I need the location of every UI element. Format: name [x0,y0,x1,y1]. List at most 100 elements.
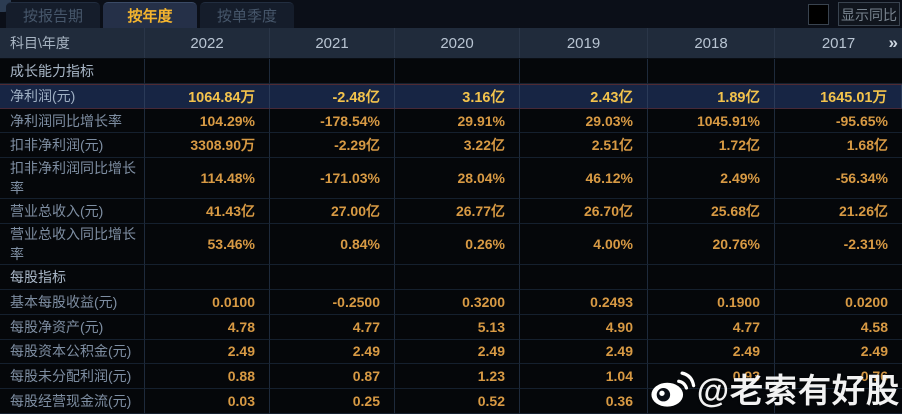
value-cell: 0.88 [145,364,270,390]
value-cell [520,59,648,84]
value-cell [270,59,395,84]
tab-by-single-quarter[interactable]: 按单季度 [200,2,294,28]
value-cell: 1064.84万 [145,83,270,109]
value-cell: -2.31% [775,224,902,266]
value-cell: -178.54% [270,108,395,134]
table-row[interactable]: 净利润(元) 1064.84万 -2.48亿 3.16亿 2.43亿 1.89亿 1645.… [0,83,902,109]
table-row[interactable]: 每股经营现金流(元) 0.03 0.25 0.52 0.36 [0,389,902,414]
value-cell: 28.04% [395,158,520,200]
value-cell: -95.65% [775,109,902,134]
row-label: 扣非净利润(元) [0,133,145,159]
value-cell: -171.03% [270,158,395,200]
value-cell: 0.25 [270,389,395,414]
table-row[interactable]: 每股净资产(元) 4.78 4.77 5.13 4.90 4.77 4.58 [0,314,902,340]
value-cell: 2.49 [775,340,902,365]
value-cell: 1045.91% [648,108,775,134]
value-cell: 0.84% [270,224,395,266]
header-year-2019[interactable]: 2019 [520,28,648,58]
value-cell [648,59,775,84]
value-cell: 5.13 [395,314,520,340]
value-cell: 1.89亿 [648,83,775,109]
header-year-2021[interactable]: 2021 [270,28,395,58]
row-label: 净利润同比增长率 [0,108,145,134]
value-cell: 20.76% [648,224,775,266]
tab-bar: 按报告期 按年度 按单季度 显示同比 [0,0,902,28]
header-year-2018[interactable]: 2018 [648,28,775,58]
row-label: 扣非净利润同比增长率 [0,158,145,200]
value-cell: 4.58 [775,315,902,340]
value-cell: 3.16亿 [395,83,520,109]
value-cell: 0.0100 [145,289,270,315]
value-cell: 26.70亿 [520,199,648,225]
header-year-2022[interactable]: 2022 [145,28,270,58]
row-label: 成长能力指标 [0,59,145,84]
value-cell: 0.76 [775,364,902,390]
value-cell: 114.48% [145,158,270,200]
value-cell: -2.29亿 [270,133,395,159]
table-row[interactable]: 基本每股收益(元) 0.0100 -0.2500 0.3200 0.2493 0.1900… [0,289,902,315]
show-yoy-checkbox[interactable] [808,3,829,25]
value-cell: 53.46% [145,224,270,266]
value-cell: 2.49 [145,339,270,365]
value-cell: 0.87 [270,364,395,390]
more-years-chevron-icon[interactable]: » [888,33,899,52]
financial-table: 科目\年度 2022 2021 2020 2019 2018 2017 » 成长… [0,28,902,414]
row-label: 每股净资产(元) [0,314,145,340]
value-cell [775,59,902,84]
header-year-2017[interactable]: 2017 » [775,28,902,58]
header-year-2020[interactable]: 2020 [395,28,520,58]
value-cell [775,265,902,290]
value-cell: -2.48亿 [270,83,395,109]
row-label: 净利润(元) [0,83,145,109]
value-cell: 2.49 [270,339,395,365]
table-row[interactable]: 营业总收入同比增长率 53.46% 0.84% 0.26% 4.00% 20.76% -2.… [0,224,902,266]
value-cell: 27.00亿 [270,199,395,225]
value-cell [648,265,775,290]
value-cell: 1.68亿 [775,133,902,159]
value-cell: 25.68亿 [648,199,775,225]
table-row[interactable]: 扣非净利润同比增长率 114.48% -171.03% 28.04% 46.12% 2.4… [0,158,902,200]
value-cell [775,389,902,414]
corner-fragment [0,0,11,12]
table-row[interactable]: 每股未分配利润(元) 0.88 0.87 1.23 1.04 0.93 0.76 [0,364,902,390]
value-cell [648,389,775,414]
table-row[interactable]: 净利润同比增长率 104.29% -178.54% 29.91% 29.03% 1045.… [0,108,902,134]
value-cell: 0.1900 [648,289,775,315]
value-cell: -0.2500 [270,289,395,315]
value-cell [520,265,648,290]
value-cell: 2.49% [648,158,775,200]
row-label: 每股资本公积金(元) [0,339,145,365]
value-cell: 29.03% [520,108,648,134]
value-cell: 1.23 [395,364,520,390]
row-label: 营业总收入同比增长率 [0,224,145,266]
value-cell: 0.93 [648,364,775,390]
value-cell: 0.03 [145,389,270,414]
table-row[interactable]: 营业总收入(元) 41.43亿 27.00亿 26.77亿 26.70亿 25.68亿 21… [0,199,902,225]
value-cell: 0.3200 [395,289,520,315]
value-cell: 2.51亿 [520,133,648,159]
table-header-row: 科目\年度 2022 2021 2020 2019 2018 2017 » [0,28,902,59]
tab-by-year[interactable]: 按年度 [103,2,197,28]
value-cell: -56.34% [775,158,902,200]
value-cell: 4.78 [145,314,270,340]
show-yoy-label[interactable]: 显示同比 [838,2,900,26]
value-cell [270,265,395,290]
header-subject-year: 科目\年度 [0,28,145,58]
value-cell: 4.00% [520,224,648,266]
row-label: 每股未分配利润(元) [0,364,145,390]
value-cell: 1.04 [520,364,648,390]
value-cell: 29.91% [395,108,520,134]
tab-by-report-period[interactable]: 按报告期 [6,2,100,28]
table-row[interactable]: 每股资本公积金(元) 2.49 2.49 2.49 2.49 2.49 2.49 [0,339,902,365]
table-row[interactable]: 扣非净利润(元) 3308.90万 -2.29亿 3.22亿 2.51亿 1.72亿 1.6… [0,133,902,159]
value-cell: 4.77 [648,314,775,340]
table-row[interactable]: 成长能力指标 [0,59,902,84]
value-cell: 0.2493 [520,289,648,315]
value-cell: 2.49 [395,339,520,365]
header-year-label: 2017 [821,34,856,52]
value-cell: 0.0200 [775,290,902,315]
value-cell: 2.43亿 [520,83,648,109]
value-cell: 46.12% [520,158,648,200]
value-cell: 4.90 [520,314,648,340]
table-row[interactable]: 每股指标 [0,265,902,290]
